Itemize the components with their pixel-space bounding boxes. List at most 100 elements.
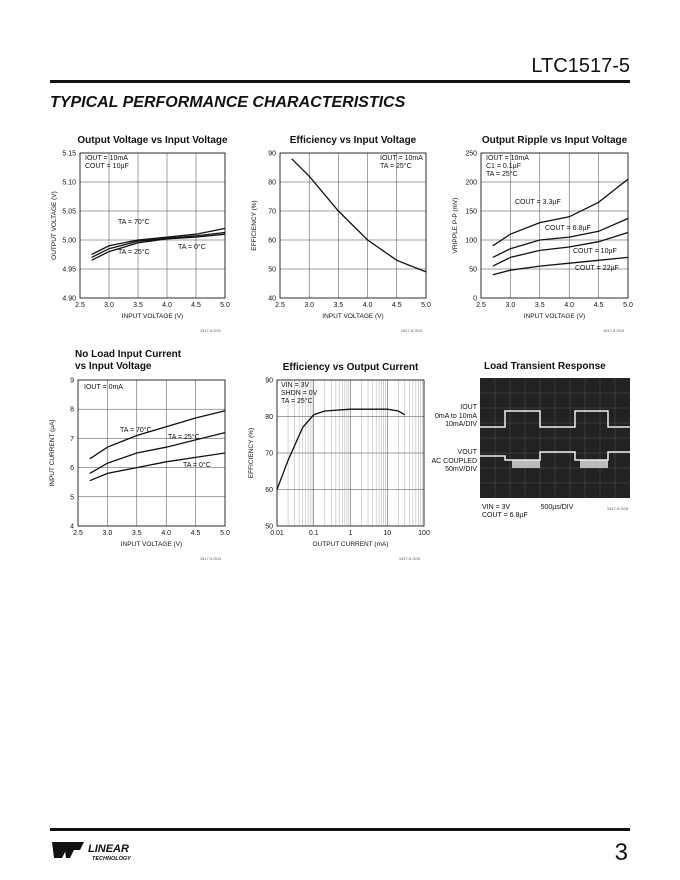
chart-title: Output Ripple vs Input Voltage <box>482 135 628 146</box>
logo-subtext: TECHNOLOGY <box>92 856 132 862</box>
annotation: C1 = 0.1µF <box>486 163 521 170</box>
x-tick-label: 4.5 <box>191 530 201 537</box>
series-line <box>276 408 406 490</box>
y-tick-label: 6 <box>70 465 74 472</box>
header-rule <box>50 80 630 83</box>
x-tick-label: 5.0 <box>220 530 230 537</box>
chart: Output Voltage vs Input Voltage 4.90 4.95 5… <box>51 135 230 333</box>
figure-code: 1517-5 G03 <box>603 328 625 333</box>
y-tick-label: 70 <box>265 451 273 458</box>
x-tick-label: 3.5 <box>132 530 142 537</box>
y-axis-label: VRIPPLE P-P (mV) <box>452 198 459 254</box>
x-tick-label: 4.0 <box>161 530 171 537</box>
annotation: COUT = 10µF <box>85 163 129 170</box>
y-tick-label: 100 <box>465 238 477 245</box>
annotation: IOUT = 0mA <box>84 384 123 391</box>
scope-label: 50mV/DIV <box>445 466 477 473</box>
scope <box>480 378 630 498</box>
series-label: TA = 25°C <box>118 248 150 256</box>
x-tick-label: 2.5 <box>275 302 285 309</box>
y-tick-label: 5 <box>70 494 74 501</box>
scope-label: IOUT <box>460 404 477 411</box>
series-line <box>91 231 226 258</box>
scope-timebase: 500µs/DIV <box>541 504 574 511</box>
y-axis-label: EFFICIENCY (%) <box>251 200 258 250</box>
y-tick-label: 90 <box>265 378 273 385</box>
logo-text: LINEAR <box>88 843 129 855</box>
page-number: 3 <box>615 839 628 866</box>
chart-title: Output Voltage vs Input Voltage <box>77 135 228 146</box>
y-tick-label: 4 <box>70 524 74 531</box>
y-tick-label: 8 <box>70 407 74 414</box>
y-tick-label: 80 <box>265 414 273 421</box>
y-tick-label: 5.10 <box>62 180 76 187</box>
chart-title: Efficiency vs Input Voltage <box>290 135 417 146</box>
series-label: TA = 0°C <box>178 243 206 251</box>
scope-label: 0mA to 10mA <box>435 413 477 420</box>
x-axis-label: INPUT VOLTAGE (V) <box>322 313 383 320</box>
series-label: COUT = 3.3µF <box>515 199 561 206</box>
y-axis-label: EFFICIENCY (%) <box>248 428 255 478</box>
series-line <box>89 410 226 460</box>
series-label: TA = 70°C <box>118 218 150 226</box>
x-tick-label: 3.5 <box>535 302 545 309</box>
y-tick-label: 70 <box>268 209 276 216</box>
chart-title: Load Transient Response <box>484 361 606 372</box>
logo-mark <box>52 842 84 858</box>
y-tick-label: 200 <box>465 180 477 187</box>
chart: Efficiency vs Input Voltage 40 50 60 70 80 90 2… <box>251 135 431 333</box>
y-tick-label: 5.05 <box>62 209 76 216</box>
figure-code: 1517-5 G05 <box>399 556 421 561</box>
x-tick-label: 3.5 <box>334 302 344 309</box>
plot-frame <box>480 152 629 299</box>
y-tick-label: 50 <box>469 267 477 274</box>
x-axis-label: INPUT VOLTAGE (V) <box>121 541 182 548</box>
scope-trace-noise <box>512 460 540 468</box>
plot-frame <box>77 379 226 527</box>
x-tick-label: 4.5 <box>594 302 604 309</box>
series-line <box>492 217 629 258</box>
annotation: SHDN = 0V <box>281 390 318 397</box>
x-tick-label: 2.5 <box>75 302 85 309</box>
figure-code: 1517-5 G02 <box>401 328 423 333</box>
scope-grid <box>480 378 630 498</box>
scope-label: VIN = 3V <box>482 504 511 511</box>
x-tick-label: 3.5 <box>133 302 143 309</box>
y-tick-label: 150 <box>465 209 477 216</box>
series-line <box>492 178 629 247</box>
section-title: TYPICAL PERFORMANCE CHARACTERISTICS <box>50 94 406 111</box>
x-tick-label: 100 <box>418 530 430 537</box>
x-tick-label: 3.0 <box>506 302 516 309</box>
y-tick-label: 60 <box>265 487 273 494</box>
chart-title: Efficiency vs Output Current <box>283 362 419 373</box>
y-axis-label: OUTPUT VOLTAGE (V) <box>51 191 58 260</box>
x-tick-label: 3.0 <box>104 302 114 309</box>
x-tick-label: 4.5 <box>191 302 201 309</box>
x-tick-label: 2.5 <box>476 302 486 309</box>
series-label: COUT = 6.8µF <box>545 225 591 232</box>
y-tick-label: 4.90 <box>62 296 76 303</box>
y-tick-label: 50 <box>268 267 276 274</box>
x-axis-label: OUTPUT CURRENT (mA) <box>313 541 389 548</box>
scope-label: 10mA/DIV <box>445 421 477 428</box>
series-label: TA = 25°C <box>168 433 200 441</box>
y-tick-label: 0 <box>473 296 477 303</box>
series-line <box>291 158 427 273</box>
x-tick-label: 0.01 <box>270 530 284 537</box>
series-label: COUT = 10µF <box>573 248 617 255</box>
y-tick-label: 250 <box>465 151 477 158</box>
scope-label: COUT = 6.8µF <box>482 512 528 519</box>
series-label: TA = 70°C <box>120 426 152 434</box>
x-tick-label: 5.0 <box>421 302 431 309</box>
chart: Efficiency vs Output Current 50 60 70 80 90 0.… <box>248 362 430 561</box>
x-tick-label: 3.0 <box>304 302 314 309</box>
series-line <box>91 227 226 256</box>
y-tick-label: 60 <box>268 238 276 245</box>
chart-title: No Load Input Current <box>75 349 182 360</box>
y-axis-label: INPUT CURRENT (µA) <box>49 419 56 486</box>
series-line <box>91 233 226 261</box>
annotation: TA = 25°C <box>486 170 518 178</box>
scope-label: VOUT <box>458 449 478 456</box>
